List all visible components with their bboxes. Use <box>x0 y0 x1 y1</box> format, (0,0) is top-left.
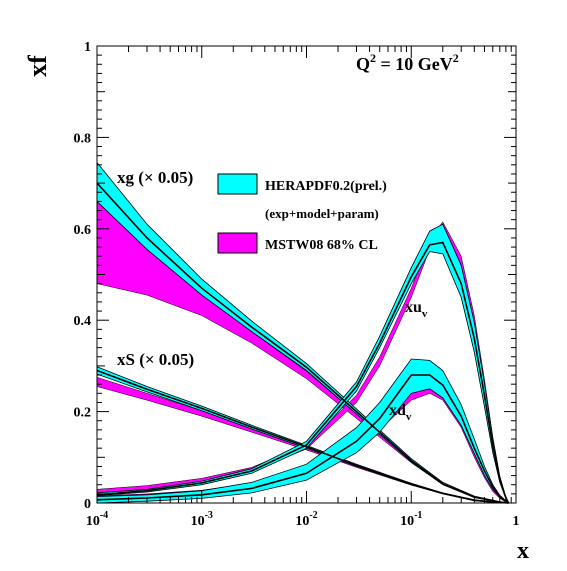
band-xdv-hera <box>96 358 509 504</box>
x-tick-label: 10-1 <box>400 510 422 529</box>
x-tick-label: 10-2 <box>295 510 317 529</box>
x-tick-base: 10 <box>86 514 100 529</box>
x-tick-base: 1 <box>513 514 520 529</box>
scale-unit-exp: 2 <box>453 51 459 65</box>
y-tick-label: 0.2 <box>74 406 92 421</box>
central-line-xdv <box>96 374 510 504</box>
y-tick-label: 1 <box>84 40 91 55</box>
xuv-sub: v <box>422 308 428 320</box>
x-tick-base: 10 <box>400 514 414 529</box>
x-tick-exp: -4 <box>100 510 108 521</box>
ticks-layer: 10-4 10-3 10-2 10-1 100.20.40.60.81 <box>74 40 520 529</box>
xdv-base: xd <box>389 402 406 419</box>
x-tick-exp: -2 <box>309 510 317 521</box>
x-tick-label: 10-4 <box>86 510 108 529</box>
curve-label-xuv: xuv <box>405 299 428 320</box>
legend-swatch-mstw <box>217 232 258 254</box>
legend-label-model: (exp+model+param) <box>265 206 379 221</box>
legend-label-hera: HERAPDF0.2(prel.) <box>265 179 387 194</box>
x-axis-label: x <box>517 538 529 564</box>
central-line-xg <box>96 182 509 504</box>
central-lines-layer <box>96 182 510 504</box>
y-axis-label: xf <box>23 55 52 77</box>
curve-label-xs: xS (× 0.05) <box>117 350 194 369</box>
curve-label-xg: xg (× 0.05) <box>117 168 193 187</box>
y-tick-label: 0.6 <box>74 223 92 238</box>
y-tick-label: 0 <box>84 497 91 512</box>
x-tick-label: 10-3 <box>191 510 213 529</box>
scale-q: Q <box>356 54 370 74</box>
y-tick-label: 0.8 <box>74 131 92 146</box>
legend: HERAPDF0.2(prel.) (exp+model+param) MSTW… <box>217 173 387 254</box>
scale-annotation: Q2 = 10 GeV2 <box>356 51 459 74</box>
xuv-base: xu <box>405 299 422 316</box>
legend-swatch-hera <box>217 173 258 195</box>
x-tick-label: 1 <box>513 514 520 529</box>
central-line-xs <box>96 369 509 504</box>
x-tick-base: 10 <box>295 514 309 529</box>
scale-q-exp: 2 <box>370 51 376 65</box>
central-line-xuv <box>96 241 510 504</box>
legend-label-mstw: MSTW08 68% CL <box>265 238 378 253</box>
x-tick-exp: -1 <box>414 510 422 521</box>
curve-label-xdv: xdv <box>389 402 412 423</box>
y-tick-label: 0.4 <box>74 314 92 329</box>
scale-eq: = 10 GeV <box>376 54 453 74</box>
xdv-sub: v <box>406 411 412 423</box>
x-tick-base: 10 <box>191 514 205 529</box>
x-tick-exp: -3 <box>205 510 213 521</box>
